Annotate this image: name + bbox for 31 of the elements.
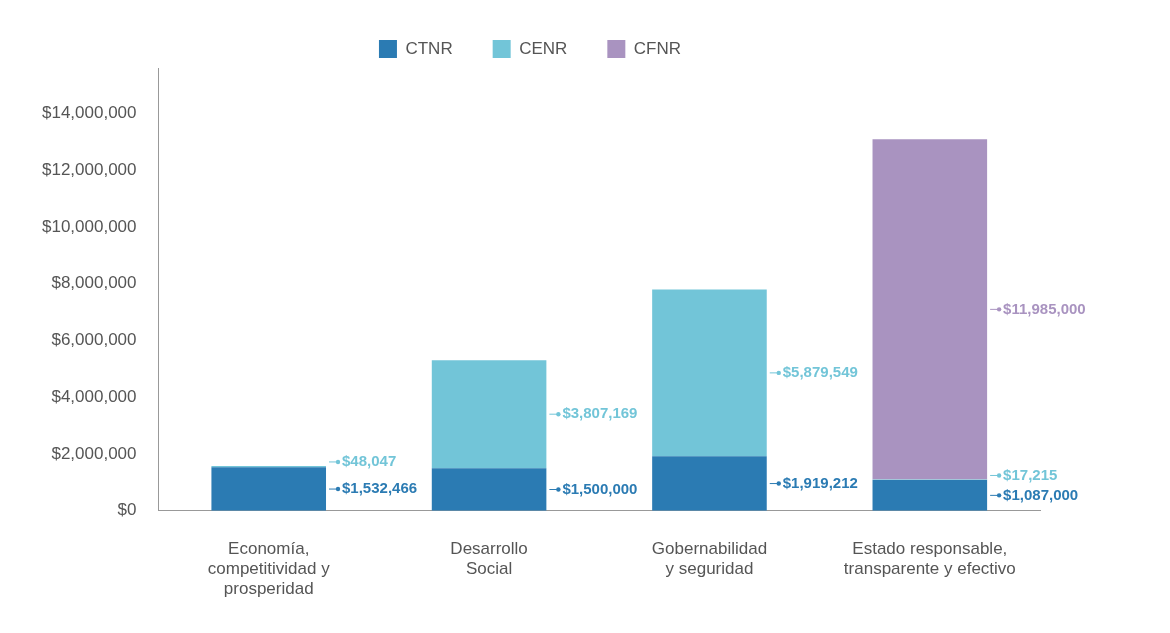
bar	[211, 467, 327, 511]
y-tick-label: $12,000,000	[41, 159, 137, 179]
data-label: $1,087,000	[1003, 485, 1079, 503]
x-tick-label: Estado responsable, transparente y efectivo	[843, 538, 1016, 579]
y-tick-label: $4,000,000	[51, 386, 137, 406]
y-tick-label: $8,000,000	[51, 273, 137, 293]
legend-label: CTNR	[405, 38, 453, 58]
data-label: $1,500,000	[562, 479, 638, 497]
data-label: $17,215	[1003, 465, 1058, 483]
bar	[652, 289, 767, 457]
data-label: $1,532,466	[342, 479, 418, 497]
bar	[872, 139, 988, 480]
legend-label: CFNR	[633, 38, 682, 58]
data-label: $3,807,169	[562, 404, 638, 422]
legend-label: CENR	[519, 38, 568, 58]
data-label: $11,985,000	[1003, 299, 1086, 317]
y-tick-label: $6,000,000	[51, 330, 137, 350]
bar	[431, 360, 547, 469]
data-label: $5,879,549	[782, 363, 858, 381]
bar	[652, 456, 767, 511]
x-tick-label: Desarrollo Social	[450, 538, 528, 579]
data-label: $1,919,212	[782, 473, 858, 491]
data-label: $48,047	[342, 452, 397, 470]
x-tick-label: Gobernabilidad y seguridad	[651, 538, 768, 579]
bar	[872, 479, 988, 511]
y-tick-label: $2,000,000	[51, 443, 137, 463]
bar	[431, 468, 547, 511]
y-tick-label: $0	[117, 500, 137, 520]
x-tick-label: Economía, competitividad y prosperidad	[207, 538, 331, 599]
y-tick-label: $10,000,000	[41, 216, 137, 236]
y-tick-label: $14,000,000	[41, 103, 137, 123]
